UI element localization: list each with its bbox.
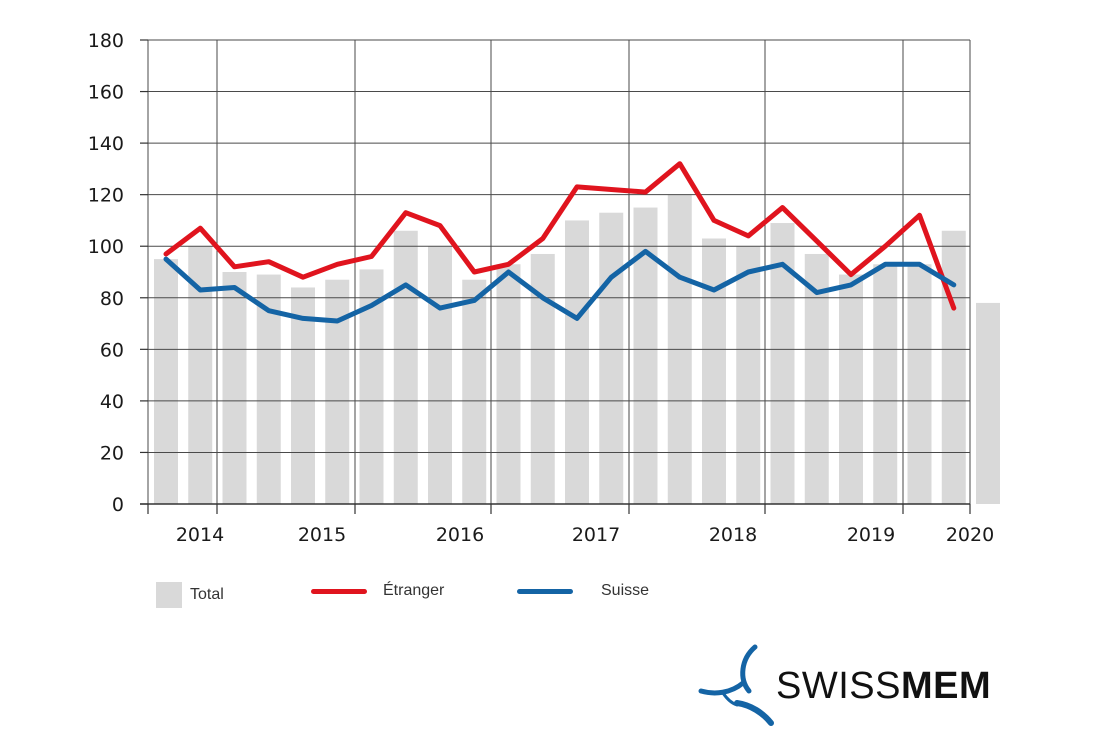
swissmem-logo: SWISSMEM — [697, 643, 991, 728]
legend: Total Étranger Suisse — [0, 582, 1100, 612]
swissmem-logo-text: SWISSMEM — [776, 665, 991, 708]
logo-text-bold: MEM — [900, 665, 992, 707]
legend-label-total: Total — [190, 586, 224, 603]
y-tick-label: 100 — [88, 236, 124, 258]
y-tick-label: 20 — [100, 442, 124, 464]
line-layer — [163, 161, 957, 324]
y-tick-label: 120 — [88, 185, 124, 207]
bar-total — [702, 238, 726, 504]
legend-swatch-suisse — [517, 588, 573, 594]
bar-total — [599, 212, 624, 504]
bar-total — [941, 230, 966, 504]
bar-total — [325, 279, 350, 504]
x-tick-label: 2015 — [298, 524, 346, 546]
y-tick-label: 180 — [88, 30, 124, 52]
bar-total — [907, 264, 932, 504]
chart: 0 20 40 60 80 100 120 140 160 180 2014 2015 2016 2017… — [88, 30, 1000, 546]
bar-total — [804, 253, 829, 504]
series-line-etranger — [163, 161, 957, 311]
bar-total — [393, 230, 418, 504]
bar-total — [154, 259, 178, 504]
bar-total — [839, 274, 863, 504]
legend-item-total: Total — [156, 582, 224, 608]
logo-text-light: SWISS — [776, 665, 901, 707]
y-tick-label: 0 — [112, 494, 124, 516]
legend-swatch-total — [156, 582, 182, 608]
bar-total — [736, 246, 761, 504]
legend-item-etranger: Étranger — [311, 582, 444, 600]
legend-label-suisse: Suisse — [601, 582, 650, 599]
x-tick-label: 2020 — [946, 524, 994, 546]
y-tick-label: 140 — [88, 133, 124, 155]
bar-total — [976, 302, 1000, 504]
series-line-suisse — [163, 248, 957, 324]
bar-total — [428, 246, 452, 504]
x-tick-label: 2019 — [847, 524, 895, 546]
grid-layer — [147, 39, 971, 504]
y-tick-label: 60 — [100, 339, 124, 361]
bar-total — [222, 272, 247, 504]
x-tick-label: 2018 — [709, 524, 757, 546]
legend-swatch-etranger — [311, 588, 367, 594]
bar-total — [873, 264, 898, 504]
x-tick-label: 2016 — [436, 524, 484, 546]
bar-total — [291, 287, 315, 504]
legend-label-etranger: Étranger — [383, 582, 445, 599]
axes-layer — [140, 39, 971, 514]
swissmem-logo-mark — [698, 644, 774, 726]
y-tick-label: 160 — [88, 82, 124, 104]
y-tick-label: 80 — [100, 288, 124, 310]
legend-item-suisse: Suisse — [517, 582, 649, 600]
x-tick-label: 2017 — [572, 524, 620, 546]
x-tick-label: 2014 — [176, 524, 224, 546]
bar-total — [496, 264, 521, 504]
bar-total — [462, 279, 487, 504]
y-tick-label: 40 — [100, 391, 124, 413]
tick-layer: 0 20 40 60 80 100 120 140 160 180 2014 2015 2016 2017… — [88, 30, 994, 546]
bar-total — [565, 220, 589, 504]
